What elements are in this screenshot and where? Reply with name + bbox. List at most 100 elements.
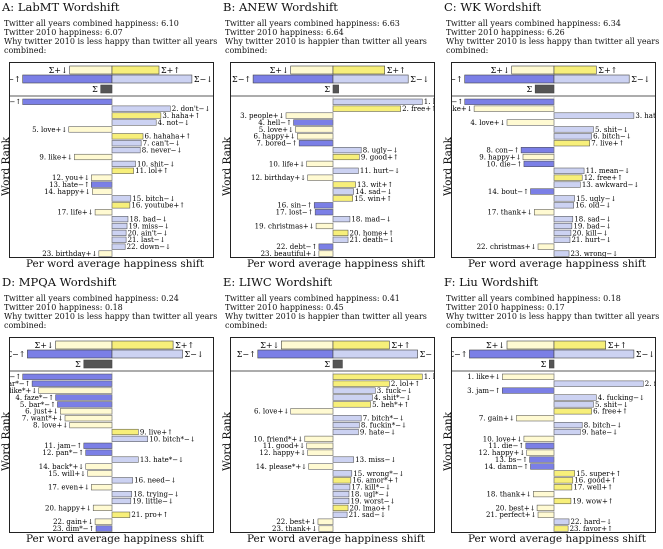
chart-frame: Σ+↓ Σ+↑ Σ−↑ Σ−↓ Σ 1. hate−↓2. free+↑ 3. people… [230,62,435,258]
word-bar [332,401,371,408]
word-bar [332,229,349,236]
word-label: 5. love+↓ [32,126,67,134]
word-bar [318,243,334,250]
panel-title: D: MPQA Wordshift [2,275,117,289]
word-label: 7. gain+↓ [479,415,515,423]
word-label: 9. hate−↓ [360,428,396,436]
word-label: 2. don't−↓ [172,105,211,113]
word-label: 18. trying−↓ [133,491,179,499]
word-bar [553,181,581,188]
word-bar [22,98,113,105]
summary-label: Σ+↓ [260,341,279,350]
word-bar [553,216,574,223]
word-label: 10. die−↑ [486,160,522,168]
word-label: 13. hate*−↓ [140,456,184,464]
word-label: 13. miss−↓ [355,456,396,464]
word-bar [332,477,352,484]
word-label: 21. last−↓ [128,236,166,244]
word-label: 16. good+↑ [574,477,616,485]
word-bar [74,153,113,161]
word-bar [290,408,334,415]
word-bar [553,167,585,174]
word-bar [83,442,113,449]
summary-bar-pos-up [332,65,386,75]
word-label: 3. haha+↑ [162,112,200,120]
word-bar [529,456,555,463]
word-label: 22. gain+↓ [53,518,94,526]
word-label: 2. mar*−↑ [10,380,31,388]
word-label: 12. you+↓ [52,174,90,182]
word-bar [464,98,555,105]
panel-title: B: ANEW Wordshift [223,0,338,14]
word-bar [530,463,555,470]
panel-title: A: LabMT Wordshift [2,0,120,14]
word-label: 18. sad−↓ [574,216,611,224]
word-label: 5. bar*−↑ [20,401,56,409]
y-axis-label: Word Rank [0,411,12,471]
word-label: 22. christmas+↓ [477,243,537,251]
word-label: 20. home+↑ [350,229,395,237]
word-bar [111,456,139,463]
word-bar [69,422,113,429]
word-label: 10. bitch*−↓ [149,435,196,443]
word-bar [537,243,555,250]
summary-label: Σ+↑ [161,66,180,75]
word-bar [318,525,334,532]
stat-line: Why twitter 2010 is less happy than twit… [446,37,660,55]
word-bar [332,380,390,387]
word-label: 7. bored−↑ [256,140,297,148]
word-bar [92,504,113,511]
word-label: 1. hate−↓ [424,98,434,106]
word-bar [506,119,555,126]
word-label: 17. even+↓ [48,484,90,492]
word-bar [523,160,555,167]
word-label: 22. best+↓ [276,518,316,526]
summary-bar-neg-up [27,349,113,359]
stat-line: Twitter all years combined happiness: 0.… [446,294,621,303]
word-label: 13. awkward−↓ [582,181,640,189]
word-bar [293,119,334,126]
chart-frame: Σ+↓ Σ+↑ Σ−↑ Σ−↓ Σ 1. lag*−↑2. mar*−↑3. like*+… [9,337,214,533]
word-bar [553,380,644,387]
word-label: 23. beautiful+↓ [261,250,318,257]
stat-line: Twitter all years combined happiness: 0.… [225,294,400,303]
word-label: 10. life+↓ [269,160,305,168]
word-bar [317,518,334,525]
word-label: 22. debt−↑ [276,243,317,251]
y-axis-label: Word Rank [0,136,12,196]
word-label: 21. hurt−↓ [571,236,611,244]
word-label: 6. hahaha+↑ [145,133,192,141]
wordshift-chart: Σ+↓ Σ+↑ Σ−↑ Σ−↓ Σ 1. haha*+↑ 2. lol+↑3. fuck−↓… [231,340,434,532]
stat-line: Twitter all years combined happiness: 0.… [4,294,179,303]
word-bar [308,463,334,470]
word-label: 14. back*+↓ [39,463,84,471]
word-bar [91,181,113,188]
word-label: 11. hurt−↓ [360,167,400,175]
word-bar [332,147,362,154]
word-label: 17. lost−↑ [276,209,314,217]
summary-bar-pos-down [280,340,334,350]
panel-title: E: LIWC Wordshift [223,275,333,289]
word-label: 18. mad−↓ [351,216,391,224]
word-bar [111,435,148,442]
summary-bar-neg-down [111,349,183,359]
panel-e: E: LIWC Wordshift Twitter all years comb… [221,275,442,549]
word-bar [553,484,573,491]
word-label: 4. hell−↑ [258,119,292,127]
word-label: 6. happy+↓ [254,133,296,141]
x-axis-label: Per word average happiness shift [25,533,205,545]
word-bar [530,188,555,195]
word-bar [553,126,594,133]
word-bar [332,511,348,518]
word-bar [111,428,139,436]
stat-line: Why twitter 2010 is less happy than twit… [446,312,660,330]
word-label: 2. like+↓ [452,105,473,113]
summary-label: Σ−↑ [10,75,21,84]
word-bar [332,153,360,161]
word-label: 7. live+↑ [591,140,624,148]
summary-bar-pos-down [55,340,113,350]
panel-f: F: Liu Wordshift Twitter all years combi… [442,275,663,549]
word-label: 11. die−↑ [488,442,524,450]
word-bar [537,511,555,518]
summary-label: Σ−↑ [452,75,463,84]
